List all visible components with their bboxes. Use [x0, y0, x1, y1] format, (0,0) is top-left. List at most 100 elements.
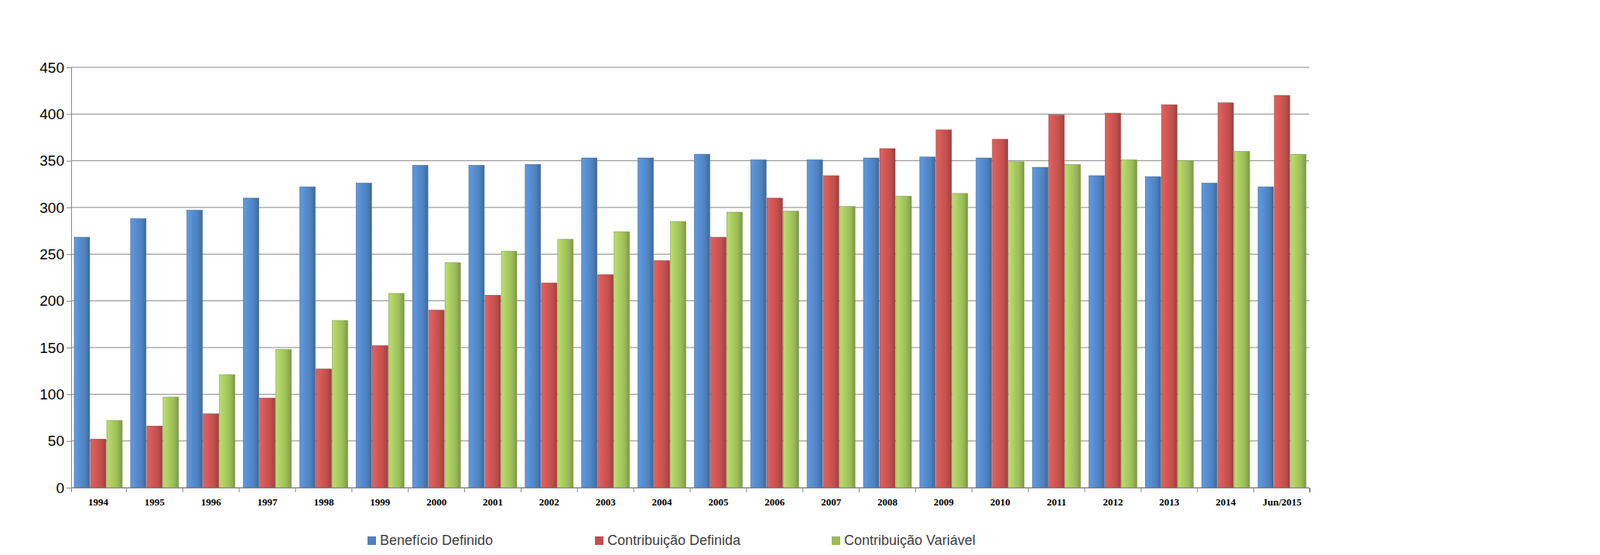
tick-mark: [66, 253, 72, 255]
tick: 400: [39, 105, 72, 123]
bar: [1032, 167, 1049, 488]
tick-label: 200: [39, 292, 65, 309]
bar: [806, 159, 823, 488]
tick-mark: [66, 441, 72, 442]
tick-label: Jun/2015: [1262, 495, 1303, 508]
tick-mark: [66, 393, 72, 395]
bar: [243, 198, 260, 488]
tick-label: 1999: [369, 495, 391, 508]
tick: 100: [39, 386, 72, 403]
tick: 150: [39, 339, 72, 356]
legend-swatch: [594, 536, 604, 545]
tick-mark: [1196, 487, 1198, 493]
bar: [1217, 102, 1234, 488]
tick-mark: [633, 487, 635, 493]
legend: Benefício DefinidoContribuição DefinidaC…: [367, 532, 976, 548]
tick-mark: [745, 487, 747, 493]
tick-mark: [66, 67, 72, 69]
tick-label: 2004: [652, 495, 674, 508]
bar: [1065, 164, 1081, 488]
tick-mark: [915, 487, 917, 493]
bar: [1049, 115, 1065, 488]
grid-line: [71, 67, 1310, 69]
bar: [219, 374, 236, 488]
bar: [766, 198, 783, 488]
bar: [895, 196, 912, 488]
tick: 2008: [877, 487, 916, 508]
bar: [1088, 175, 1105, 488]
tick: 2009: [933, 487, 972, 508]
tick: 2001: [482, 487, 521, 508]
bar: [1161, 104, 1177, 488]
legend-label: Benefício Definido: [379, 532, 493, 548]
tick-label: 1997: [257, 495, 279, 508]
bar: [106, 420, 123, 488]
tick-label: 150: [39, 339, 65, 356]
bar: [299, 186, 315, 488]
tick-label: 2005: [707, 495, 729, 508]
bar: [839, 206, 855, 488]
bar: [90, 438, 106, 488]
tick: 2014: [1215, 487, 1254, 508]
bar: [276, 348, 292, 488]
bar: [726, 211, 742, 488]
tick-label: 1994: [88, 495, 110, 508]
tick-label: 1998: [313, 495, 335, 508]
tick-mark: [802, 487, 804, 493]
bar: [315, 369, 332, 488]
series: [90, 95, 1290, 488]
bar: [1104, 112, 1121, 488]
bar: [750, 159, 766, 488]
tick-label: 2009: [933, 495, 955, 508]
tick: 2010: [990, 487, 1029, 508]
tick-mark: [294, 487, 296, 493]
tick-label: 2011: [1046, 495, 1067, 508]
bar: [782, 211, 799, 488]
tick-label: 2001: [482, 495, 503, 508]
tick: 2004: [652, 487, 691, 508]
tick-label: 2013: [1158, 495, 1180, 508]
bar: [710, 237, 726, 488]
bar: [1201, 183, 1218, 488]
legend-item: Contribuição Definida: [594, 532, 742, 548]
bar: [412, 165, 428, 488]
axis-line: [66, 68, 72, 489]
tick: 350: [39, 152, 72, 169]
tick: 1999: [369, 487, 408, 508]
bar: [331, 320, 348, 488]
tick-label: 250: [39, 246, 65, 263]
tick-mark: [66, 347, 72, 349]
tick-mark: [520, 487, 522, 493]
bar: [1274, 95, 1290, 488]
grid: [71, 67, 1310, 488]
tick: 2003: [595, 487, 634, 508]
tick: 1998: [313, 487, 352, 508]
bar: [187, 210, 203, 488]
axis-line: [71, 488, 1310, 493]
tick-mark: [690, 487, 691, 493]
bar: [501, 251, 517, 488]
bar: [952, 193, 968, 488]
tick-mark: [407, 487, 409, 493]
bar: [581, 157, 598, 488]
series: [74, 153, 1274, 488]
tick-mark: [1253, 487, 1255, 493]
tick-label: 1995: [144, 495, 166, 508]
legend-label: Contribuição Definida: [607, 532, 742, 548]
tick-label: 2010: [990, 495, 1011, 508]
tick-mark: [66, 207, 72, 209]
tick-label: 2006: [764, 495, 786, 508]
bar: [670, 221, 687, 488]
bar: [468, 165, 485, 488]
tick-label: 50: [47, 432, 65, 449]
tick-mark: [1309, 487, 1311, 493]
tick-label: 2012: [1102, 495, 1123, 508]
tick-label: 2014: [1215, 495, 1237, 508]
bar: [444, 262, 461, 488]
tick-mark: [1028, 487, 1030, 493]
series: [106, 151, 1306, 488]
bar: [992, 139, 1009, 488]
tick: 2000: [426, 487, 465, 508]
tick-label: 1996: [201, 495, 223, 508]
tick: 300: [39, 199, 72, 216]
